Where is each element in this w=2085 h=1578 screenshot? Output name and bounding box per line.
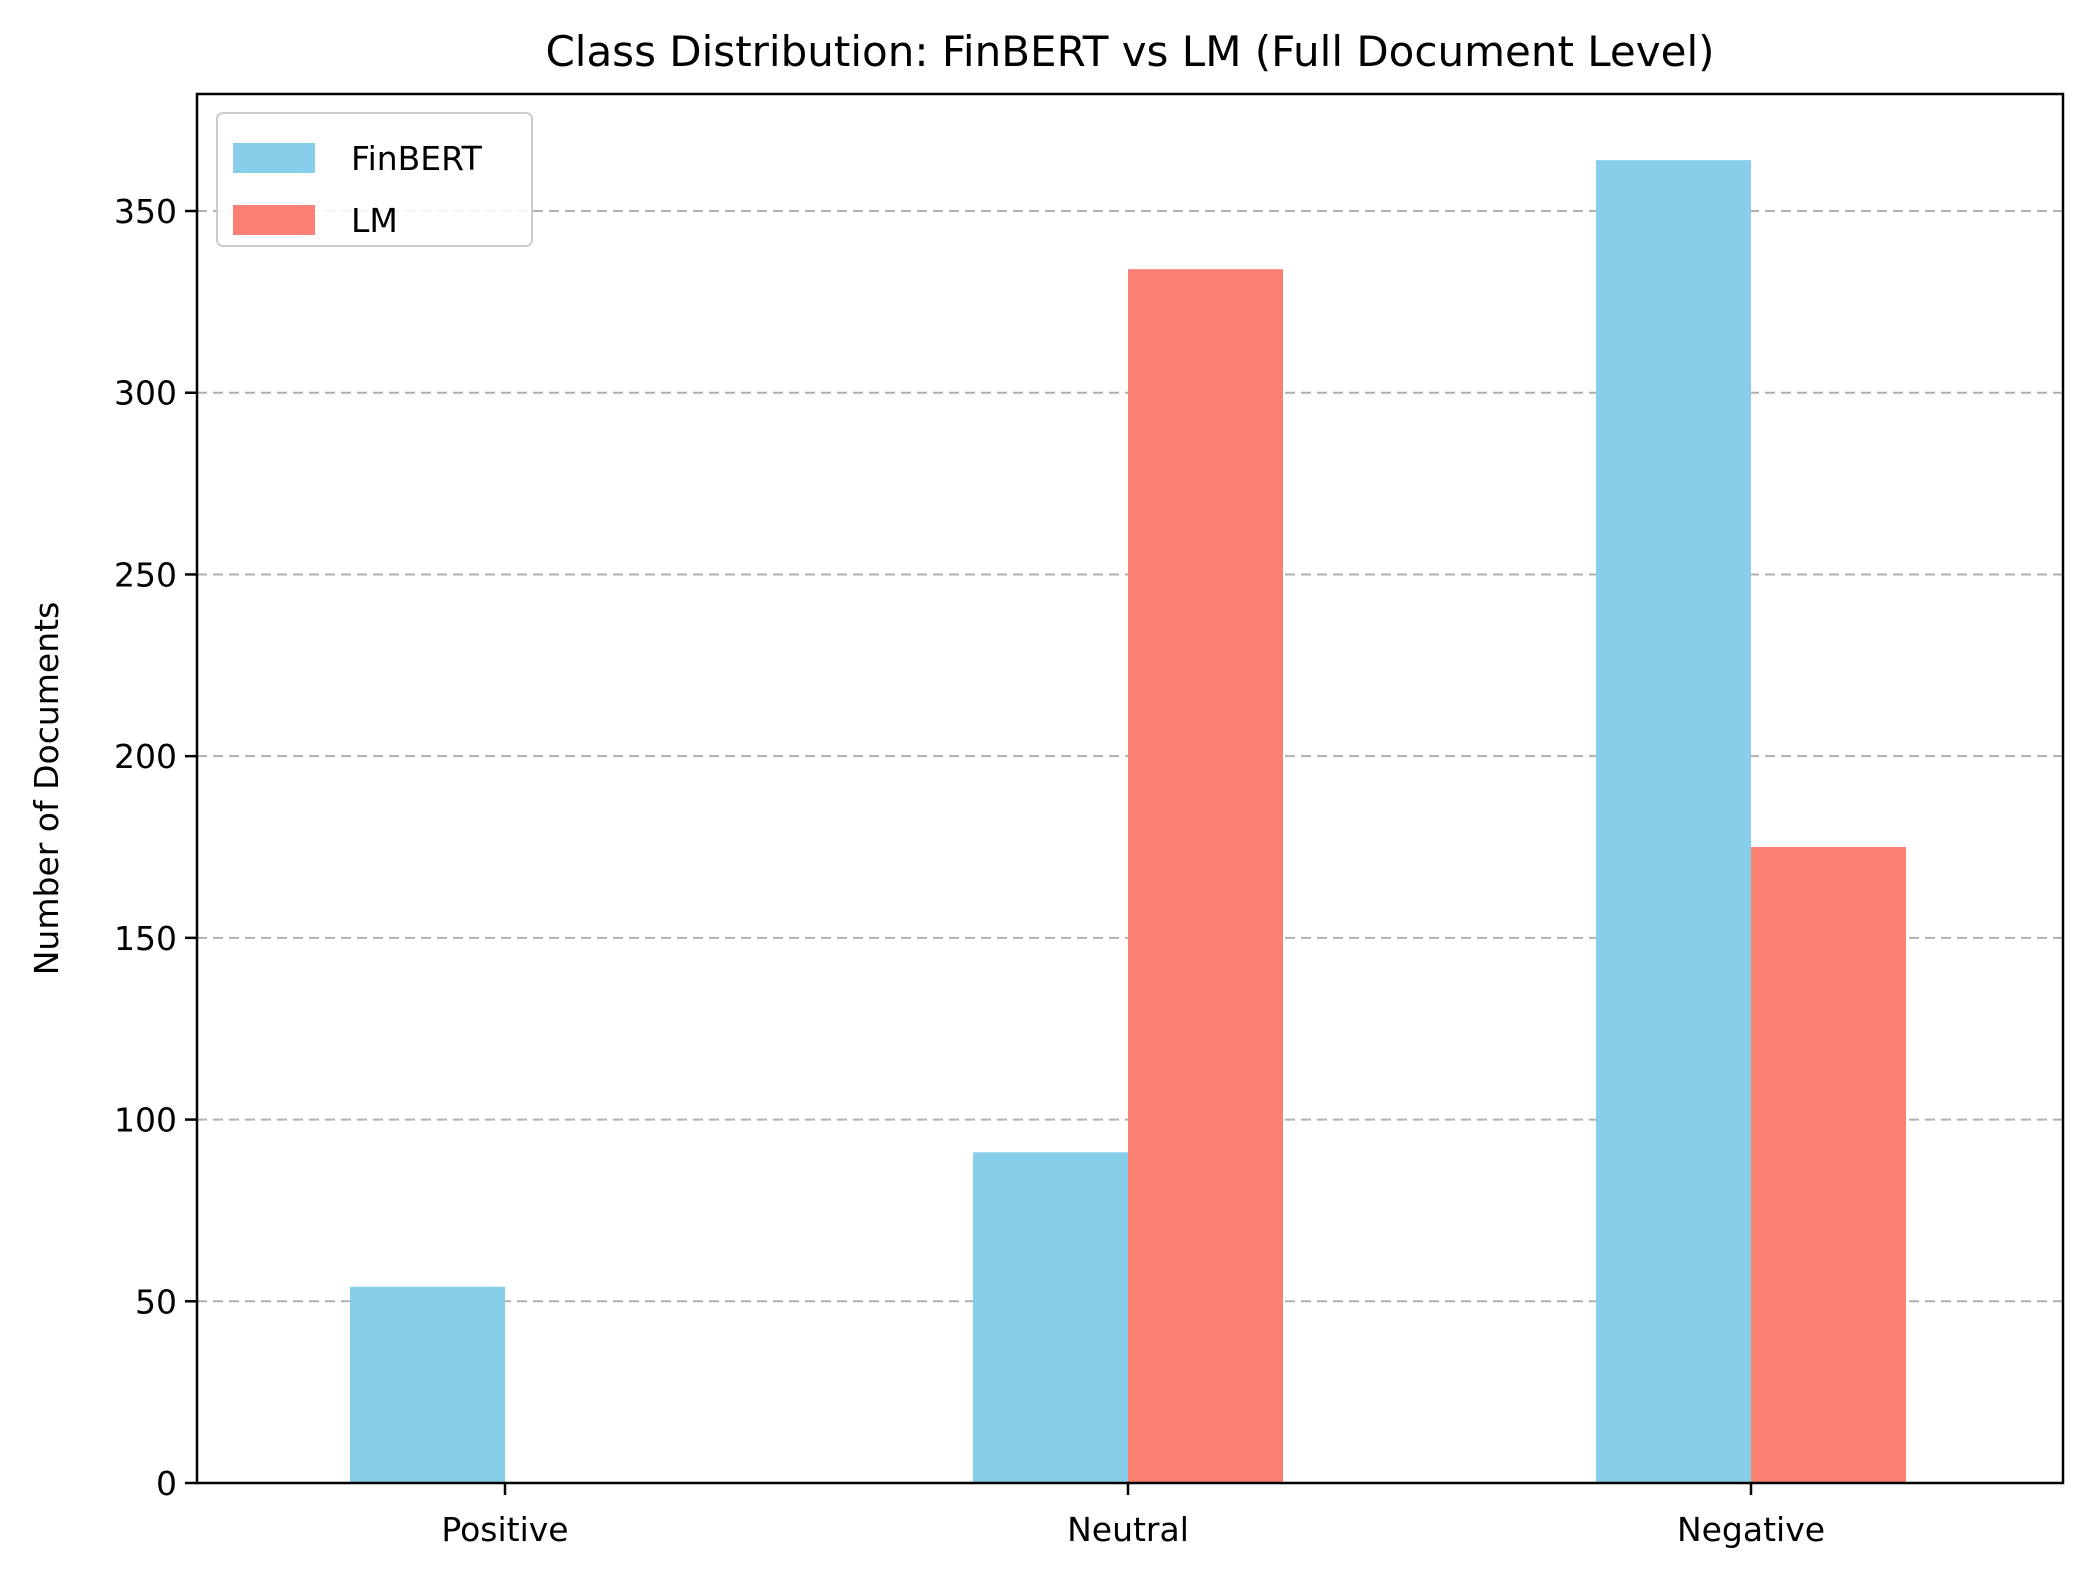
- y-tick-label: 50: [135, 1282, 177, 1321]
- y-tick-label: 150: [114, 919, 177, 958]
- y-axis: 0 50 100 150 200 250 300 350: [114, 192, 197, 1503]
- y-axis-label: Number of Documents: [27, 602, 66, 976]
- plot-frame: [195, 92, 2065, 1485]
- legend-label-lm: LM: [351, 201, 398, 240]
- y-tick-label: 250: [114, 555, 177, 594]
- y-tick-label: 0: [156, 1464, 177, 1503]
- bar-lm-neutral: [1128, 269, 1283, 1483]
- x-tick-label: Neutral: [1067, 1510, 1189, 1549]
- x-tick-label: Negative: [1677, 1510, 1825, 1549]
- y-tick-label: 200: [114, 737, 177, 776]
- bars: [350, 160, 1906, 1484]
- bar-lm-negative: [1751, 847, 1906, 1483]
- x-axis: Positive Neutral Negative: [441, 1483, 1825, 1549]
- chart-title: Class Distribution: FinBERT vs LM (Full …: [545, 27, 1714, 76]
- y-tick-label: 350: [114, 192, 177, 231]
- legend-label-finbert: FinBERT: [351, 139, 483, 178]
- legend-swatch-finbert: [233, 143, 315, 173]
- bar-finbert-positive: [350, 1286, 505, 1483]
- bar-finbert-neutral: [973, 1152, 1128, 1483]
- y-tick-label: 300: [114, 374, 177, 413]
- bar-finbert-negative: [1596, 160, 1751, 1484]
- legend: FinBERT LM: [216, 112, 533, 247]
- x-tick-label: Positive: [441, 1510, 568, 1549]
- legend-swatch-lm: [233, 205, 315, 235]
- y-tick-label: 100: [114, 1101, 177, 1140]
